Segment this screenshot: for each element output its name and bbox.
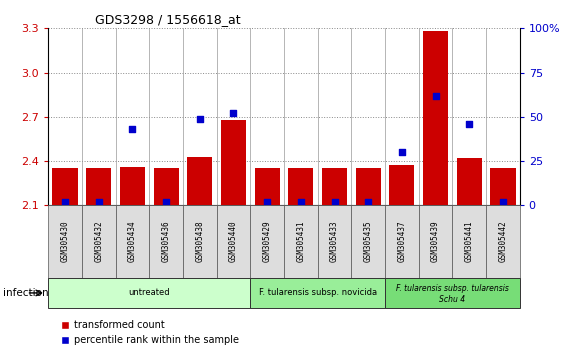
Bar — [149, 205, 183, 278]
Bar — [250, 278, 385, 308]
Text: GSM305429: GSM305429 — [262, 221, 272, 262]
Bar — [48, 278, 250, 308]
Bar — [221, 120, 246, 205]
Bar — [356, 169, 381, 205]
Text: GSM305430: GSM305430 — [61, 221, 70, 262]
Bar — [352, 205, 385, 278]
Text: GSM305441: GSM305441 — [465, 221, 474, 262]
Text: GSM305431: GSM305431 — [296, 221, 306, 262]
Bar — [288, 169, 314, 205]
Point — [195, 116, 204, 121]
Bar — [86, 169, 111, 205]
Bar — [318, 205, 352, 278]
Bar — [216, 205, 250, 278]
Text: F. tularensis subsp. novicida: F. tularensis subsp. novicida — [258, 289, 377, 297]
Point — [262, 199, 272, 205]
Bar — [116, 205, 149, 278]
Bar — [389, 166, 415, 205]
Text: GSM305439: GSM305439 — [431, 221, 440, 262]
Point — [61, 199, 70, 205]
Point — [296, 199, 306, 205]
Bar — [52, 169, 78, 205]
Text: GSM305432: GSM305432 — [94, 221, 103, 262]
Point — [161, 199, 170, 205]
Bar — [254, 169, 280, 205]
Point — [128, 126, 137, 132]
Text: GSM305436: GSM305436 — [162, 221, 170, 262]
Text: GSM305440: GSM305440 — [229, 221, 238, 262]
Point — [229, 110, 238, 116]
Text: F. tularensis subsp. tularensis: F. tularensis subsp. tularensis — [396, 284, 509, 293]
Bar — [183, 205, 216, 278]
Point — [398, 149, 407, 155]
Bar — [457, 158, 482, 205]
Point — [465, 121, 474, 127]
Point — [330, 199, 339, 205]
Text: GSM305442: GSM305442 — [498, 221, 507, 262]
Bar — [82, 205, 116, 278]
Text: GSM305437: GSM305437 — [398, 221, 406, 262]
Text: untreated: untreated — [128, 289, 170, 297]
Bar — [385, 278, 520, 308]
Legend: transformed count, percentile rank within the sample: transformed count, percentile rank withi… — [56, 316, 243, 349]
Text: GDS3298 / 1556618_at: GDS3298 / 1556618_at — [95, 13, 241, 26]
Bar — [284, 205, 318, 278]
Bar — [48, 205, 82, 278]
Text: GSM305433: GSM305433 — [330, 221, 339, 262]
Point — [498, 199, 507, 205]
Text: GSM305435: GSM305435 — [364, 221, 373, 262]
Bar — [120, 167, 145, 205]
Bar — [322, 169, 347, 205]
Bar — [423, 31, 448, 205]
Bar — [187, 157, 212, 205]
Text: Schu 4: Schu 4 — [439, 295, 465, 304]
Text: infection: infection — [3, 288, 48, 298]
Point — [364, 199, 373, 205]
Point — [431, 93, 440, 98]
Bar — [419, 205, 452, 278]
Bar — [385, 205, 419, 278]
Bar — [486, 205, 520, 278]
Text: GSM305438: GSM305438 — [195, 221, 204, 262]
Point — [94, 199, 103, 205]
Bar — [153, 169, 179, 205]
Bar — [452, 205, 486, 278]
Bar — [250, 205, 284, 278]
Text: GSM305434: GSM305434 — [128, 221, 137, 262]
Bar — [490, 169, 516, 205]
